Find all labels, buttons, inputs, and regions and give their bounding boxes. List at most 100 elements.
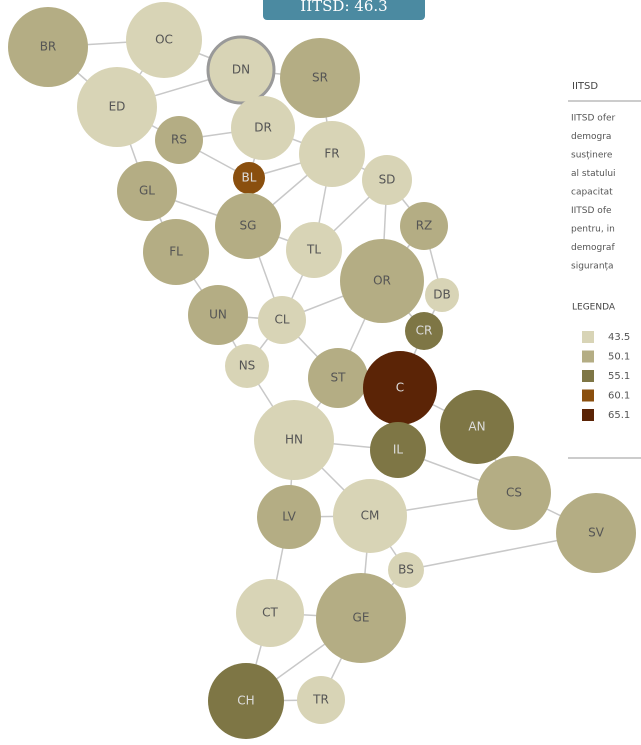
- district-label[interactable]: CM: [361, 509, 380, 523]
- district[interactable]: TR: [297, 676, 345, 724]
- district-bubble[interactable]: [254, 400, 334, 480]
- district[interactable]: C: [363, 351, 437, 425]
- district-label[interactable]: CT: [262, 606, 278, 620]
- district[interactable]: TL: [286, 222, 342, 278]
- district-bubble[interactable]: [117, 161, 177, 221]
- district-label[interactable]: DN: [232, 63, 250, 77]
- district-label[interactable]: SR: [312, 71, 328, 85]
- district-label[interactable]: OC: [155, 33, 173, 47]
- district-bubble[interactable]: [316, 573, 406, 663]
- district[interactable]: FR: [299, 121, 365, 187]
- district-label[interactable]: CH: [237, 694, 254, 708]
- district[interactable]: GL: [117, 161, 177, 221]
- district-bubble[interactable]: [215, 193, 281, 259]
- district-bubble[interactable]: [363, 351, 437, 425]
- district-label[interactable]: BR: [40, 40, 57, 54]
- district-bubble[interactable]: [257, 485, 321, 549]
- district-bubble[interactable]: [126, 2, 202, 78]
- district[interactable]: SD: [362, 155, 412, 205]
- district[interactable]: CM: [333, 479, 407, 553]
- district-label[interactable]: C: [396, 381, 404, 395]
- district-label[interactable]: DB: [433, 288, 450, 302]
- district[interactable]: UN: [188, 285, 248, 345]
- district-label[interactable]: RZ: [416, 219, 433, 233]
- district-bubble[interactable]: [477, 456, 551, 530]
- district-label[interactable]: OR: [373, 274, 391, 288]
- district-label[interactable]: LV: [282, 510, 296, 524]
- district[interactable]: SV: [556, 493, 636, 573]
- district[interactable]: BL: [233, 162, 265, 194]
- district[interactable]: BS: [388, 552, 424, 588]
- district-bubble[interactable]: [206, 35, 276, 105]
- district[interactable]: NS: [225, 344, 269, 388]
- district-label[interactable]: FL: [169, 245, 183, 259]
- district-bubble[interactable]: [225, 344, 269, 388]
- district-bubble[interactable]: [388, 552, 424, 588]
- district[interactable]: SG: [215, 193, 281, 259]
- district[interactable]: ED: [77, 67, 157, 147]
- district-label[interactable]: IL: [393, 443, 404, 457]
- district-bubble[interactable]: [8, 7, 88, 87]
- district-label[interactable]: TR: [312, 693, 329, 707]
- district-bubble[interactable]: [340, 239, 424, 323]
- district[interactable]: CT: [236, 579, 304, 647]
- district-label[interactable]: BS: [398, 563, 414, 577]
- district-label[interactable]: SG: [240, 219, 257, 233]
- district[interactable]: HN: [254, 400, 334, 480]
- district[interactable]: BR: [8, 7, 88, 87]
- district-bubble[interactable]: [425, 278, 459, 312]
- district-label[interactable]: ED: [109, 100, 126, 114]
- district-bubble[interactable]: [143, 219, 209, 285]
- district-label[interactable]: RS: [171, 133, 187, 147]
- district-bubble[interactable]: [77, 67, 157, 147]
- district[interactable]: AN: [440, 390, 514, 464]
- district-bubble[interactable]: [188, 285, 248, 345]
- district[interactable]: FL: [143, 219, 209, 285]
- district-bubble[interactable]: [155, 116, 203, 164]
- district[interactable]: ST: [308, 348, 368, 408]
- district-label[interactable]: GL: [139, 184, 155, 198]
- district[interactable]: OC: [126, 2, 202, 78]
- district-label[interactable]: DR: [254, 121, 272, 135]
- district-bubble[interactable]: [208, 663, 284, 739]
- district[interactable]: CL: [258, 296, 306, 344]
- district-bubble[interactable]: [297, 676, 345, 724]
- district-label[interactable]: CL: [274, 313, 289, 327]
- district[interactable]: CH: [208, 663, 284, 739]
- district-label[interactable]: UN: [209, 308, 227, 322]
- district[interactable]: CS: [477, 456, 551, 530]
- district-bubble[interactable]: [362, 155, 412, 205]
- district-bubble[interactable]: [440, 390, 514, 464]
- district[interactable]: CR: [405, 312, 443, 350]
- district-label[interactable]: GE: [353, 611, 370, 625]
- district[interactable]: RZ: [400, 202, 448, 250]
- district[interactable]: GE: [316, 573, 406, 663]
- district-bubble[interactable]: [258, 296, 306, 344]
- district-bubble[interactable]: [299, 121, 365, 187]
- district-label[interactable]: SD: [379, 173, 396, 187]
- district-label[interactable]: AN: [468, 420, 485, 434]
- district-label[interactable]: BL: [242, 171, 257, 185]
- district-bubble[interactable]: [236, 579, 304, 647]
- district-label[interactable]: TL: [306, 243, 321, 257]
- district-bubble[interactable]: [286, 222, 342, 278]
- district-label[interactable]: ST: [331, 371, 347, 385]
- district-bubble[interactable]: [231, 96, 295, 160]
- district-label[interactable]: CS: [506, 486, 522, 500]
- district[interactable]: OR: [340, 239, 424, 323]
- district[interactable]: DN: [206, 35, 276, 105]
- district[interactable]: DR: [231, 96, 295, 160]
- district[interactable]: RS: [155, 116, 203, 164]
- district-label[interactable]: SV: [588, 526, 605, 540]
- district-bubble[interactable]: [280, 38, 360, 118]
- district[interactable]: DB: [425, 278, 459, 312]
- district[interactable]: IL: [370, 422, 426, 478]
- district-label[interactable]: FR: [324, 147, 339, 161]
- district-bubble[interactable]: [400, 202, 448, 250]
- district-label[interactable]: CR: [416, 324, 433, 338]
- district-label[interactable]: HN: [285, 433, 303, 447]
- district-label[interactable]: NS: [239, 359, 256, 373]
- district-bubble[interactable]: [333, 479, 407, 553]
- district-bubble[interactable]: [308, 348, 368, 408]
- district[interactable]: SR: [280, 38, 360, 118]
